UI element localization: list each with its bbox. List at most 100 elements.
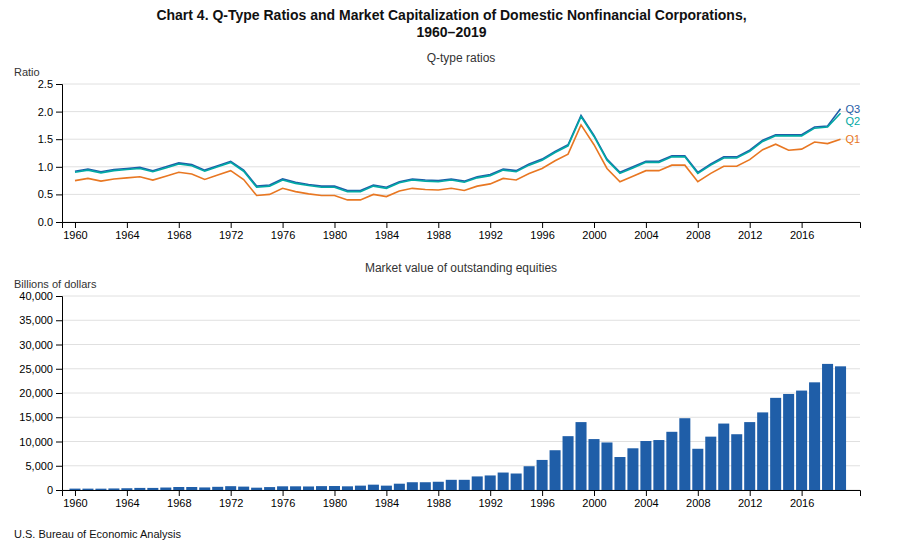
- x-tick-label: 1984: [375, 229, 399, 241]
- x-tick-label: 1988: [427, 229, 451, 241]
- x-tick-mark: [231, 490, 232, 496]
- bar: [225, 486, 236, 490]
- x-tick: 1960: [63, 222, 87, 241]
- bar: [576, 422, 587, 490]
- x-tick: 1964: [115, 222, 139, 241]
- x-tick: 1980: [323, 222, 347, 241]
- bar: [614, 457, 625, 490]
- x-tick-mark: [646, 490, 647, 496]
- y-tick-mark: [56, 296, 62, 297]
- y-tick-mark: [56, 320, 62, 321]
- x-tick-label: 1960: [63, 229, 87, 241]
- x-tick: 1992: [478, 490, 502, 509]
- bar: [316, 486, 327, 490]
- bar: [692, 449, 703, 490]
- bar: [95, 489, 106, 490]
- bar: [744, 422, 755, 490]
- bar: [355, 486, 366, 490]
- grid: [62, 296, 860, 490]
- x-tick: 1996: [530, 490, 554, 509]
- grid-line: [62, 320, 860, 321]
- x-tick-mark: [802, 222, 803, 228]
- y-tick-label: 2.5: [38, 78, 53, 90]
- x-tick-label: 1964: [115, 497, 139, 509]
- x-tick-mark: [750, 222, 751, 228]
- bar: [588, 439, 599, 490]
- bar: [433, 482, 444, 490]
- bar: [329, 486, 340, 490]
- bar: [238, 487, 249, 490]
- grid-line: [62, 139, 860, 140]
- legend-entry: Q2: [846, 115, 861, 127]
- x-tick-label: 2000: [582, 229, 606, 241]
- bar: [290, 486, 301, 490]
- bar: [303, 486, 314, 490]
- x-tick-mark: [750, 490, 751, 496]
- x-tick-label: 2016: [790, 497, 814, 509]
- x-tick: 2000: [582, 222, 606, 241]
- x-tick-mark: [698, 222, 699, 228]
- legend-entry: Q3: [846, 103, 861, 115]
- bar: [251, 488, 262, 490]
- x-tick-label: 2000: [582, 497, 606, 509]
- x-tick: 2012: [738, 222, 762, 241]
- x-tick-mark: [127, 490, 128, 496]
- x-tick: 2008: [686, 490, 710, 509]
- y-tick-label: 2.0: [38, 106, 53, 118]
- bar: [563, 436, 574, 490]
- x-tick-label: 1996: [530, 497, 554, 509]
- bar: [381, 486, 392, 490]
- x-tick-mark: [698, 490, 699, 496]
- bar: [147, 488, 158, 490]
- bar: [394, 484, 405, 490]
- y-tick-mark: [56, 490, 62, 491]
- x-tick-label: 2008: [686, 497, 710, 509]
- grid-line: [62, 344, 860, 345]
- bar: [264, 487, 275, 490]
- bar: [757, 412, 768, 490]
- y-tick-label: 1.0: [38, 161, 53, 173]
- x-tick: 2004: [634, 222, 658, 241]
- y-tick: 0.0: [38, 216, 62, 228]
- x-tick: 2008: [686, 222, 710, 241]
- x-tick: 1980: [323, 490, 347, 509]
- bar: [640, 441, 651, 490]
- bar: [809, 382, 820, 490]
- x-tick-label: 2004: [634, 229, 658, 241]
- bar: [835, 366, 846, 490]
- x-tick: 1972: [219, 490, 243, 509]
- x-tick-label: 1992: [478, 229, 502, 241]
- x-tick-mark: [594, 490, 595, 496]
- x-tick-label: 1992: [478, 497, 502, 509]
- x-tick-mark: [802, 490, 803, 496]
- bar: [472, 476, 483, 490]
- x-axis-line: [63, 223, 861, 229]
- x-tick-label: 2012: [738, 229, 762, 241]
- grid-line: [62, 84, 860, 85]
- y-tick: 0.5: [38, 188, 62, 200]
- x-tick: 2012: [738, 490, 762, 509]
- plot-area: [75, 109, 841, 200]
- bar: [121, 488, 132, 490]
- bar: [199, 487, 210, 490]
- x-tick: 1976: [271, 490, 295, 509]
- y-tick-label: 15,000: [19, 411, 53, 423]
- x-tick: 2000: [582, 490, 606, 509]
- x-tick-label: 1964: [115, 229, 139, 241]
- bar: [277, 486, 288, 490]
- x-tick-label: 2016: [790, 229, 814, 241]
- bar: [498, 473, 509, 490]
- bar: [368, 485, 379, 490]
- bar: [342, 486, 353, 490]
- y-axis-line: [56, 297, 63, 491]
- y-tick: 2.5: [38, 78, 62, 90]
- line: [75, 113, 841, 191]
- line: [75, 109, 841, 191]
- x-tick-mark: [542, 222, 543, 228]
- y-tick: 2.0: [38, 106, 62, 118]
- grid-line: [62, 166, 860, 167]
- x-tick-label: 1968: [167, 229, 191, 241]
- x-tick: 2016: [790, 222, 814, 241]
- y-axis: 05,00010,00015,00020,00025,00030,00035,0…: [19, 290, 62, 496]
- bar: [666, 432, 677, 490]
